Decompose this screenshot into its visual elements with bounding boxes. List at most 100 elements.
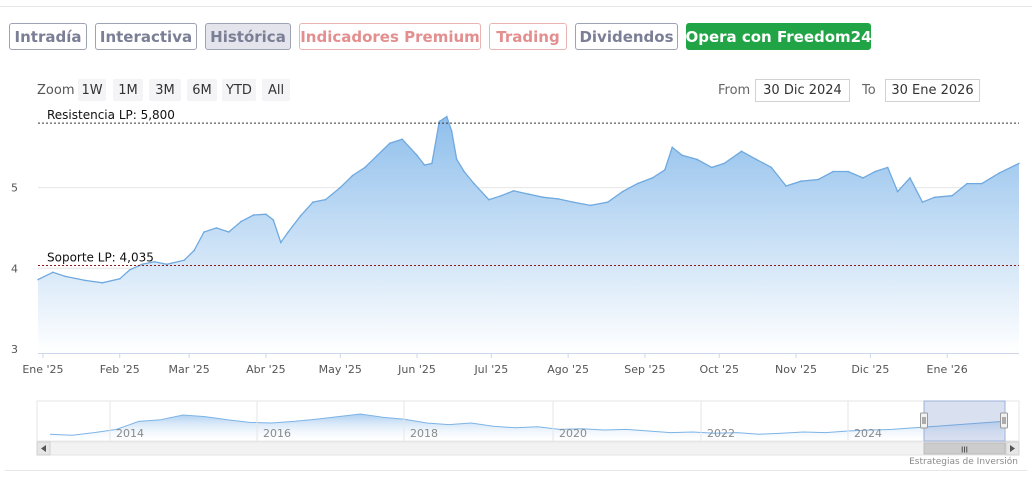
data-point xyxy=(785,185,788,187)
y-tick-label: 5 xyxy=(11,182,18,195)
scrollbar-grip: III xyxy=(961,446,968,455)
data-point xyxy=(770,166,773,169)
y-axis-labels: 3 4 5 xyxy=(11,182,18,356)
data-points xyxy=(37,115,1020,284)
data-point xyxy=(364,166,366,169)
data-point xyxy=(455,158,458,161)
data-point xyxy=(557,198,560,200)
data-point xyxy=(589,204,592,207)
x-tick-label: May '25 xyxy=(319,363,362,376)
from-label: From xyxy=(718,83,751,98)
tab-intradia[interactable]: Intradía xyxy=(9,23,87,50)
data-point xyxy=(287,231,290,233)
data-point xyxy=(572,201,574,204)
x-tick-label: Dic '25 xyxy=(851,363,889,376)
zoom-3m-button[interactable]: 3M xyxy=(149,79,181,101)
tab-indicadores-premium[interactable]: Indicadores Premium xyxy=(299,23,481,50)
data-point xyxy=(450,130,453,133)
data-point xyxy=(272,218,275,221)
data-point xyxy=(215,227,218,229)
data-point xyxy=(64,275,67,278)
data-point xyxy=(740,150,743,153)
navigator-year-label: 2022 xyxy=(707,427,735,440)
data-point xyxy=(951,194,954,197)
data-point xyxy=(401,138,404,141)
x-tick-label: Jul '25 xyxy=(473,363,508,376)
to-date-input[interactable]: 30 Ene 2026 xyxy=(885,79,980,102)
data-point xyxy=(896,190,899,193)
navigator[interactable]: 2014 2016 2018 2020 2022 2024 III xyxy=(36,400,1020,456)
scrollbar-track[interactable] xyxy=(36,441,1020,456)
zoom-1w-button[interactable]: 1W xyxy=(78,79,106,101)
tab-trading[interactable]: Trading xyxy=(489,23,567,50)
level-annotations: Resistencia LP: 5,800 Soporte LP: 4,035 xyxy=(38,108,1019,266)
data-point xyxy=(681,154,683,157)
zoom-ytd-button[interactable]: YTD xyxy=(222,79,256,101)
navigator-year-label: 2016 xyxy=(263,427,291,440)
data-point xyxy=(527,193,530,195)
data-point xyxy=(118,277,121,280)
data-point xyxy=(512,189,515,192)
data-point xyxy=(101,281,104,284)
data-point xyxy=(416,154,418,157)
data-point xyxy=(817,178,820,181)
bottom-divider xyxy=(5,470,1027,471)
resistance-label: Resistencia LP: 5,800 xyxy=(47,108,175,122)
y-tick-label: 4 xyxy=(11,262,18,275)
x-tick-label: Feb '25 xyxy=(100,363,140,376)
data-point xyxy=(339,186,342,189)
navigator-selection[interactable] xyxy=(923,400,1006,442)
to-label: To xyxy=(862,83,876,98)
navigator-right-handle[interactable] xyxy=(1000,412,1008,429)
x-tick-label: Abr '25 xyxy=(246,363,286,376)
data-point xyxy=(696,158,698,161)
tab-historica[interactable]: Histórica xyxy=(205,23,291,50)
data-point xyxy=(800,180,802,183)
navigator-year-label: 2014 xyxy=(116,427,144,440)
data-point xyxy=(324,198,327,201)
freedom24-button[interactable]: Opera con Freedom24 xyxy=(685,23,872,50)
data-point xyxy=(252,214,255,216)
x-tick-label: Nov '25 xyxy=(775,363,817,376)
data-point xyxy=(388,142,391,145)
navigator-year-label: 2020 xyxy=(559,427,587,440)
data-point xyxy=(193,249,195,252)
tab-dividendos[interactable]: Dividendos xyxy=(575,23,678,50)
data-point xyxy=(933,196,936,199)
data-point xyxy=(227,231,230,233)
from-date-input[interactable]: 30 Dic 2024 xyxy=(755,79,850,102)
data-point xyxy=(265,213,267,216)
data-point xyxy=(165,263,168,266)
data-point xyxy=(636,182,639,185)
data-point xyxy=(203,231,205,233)
scrollbar-thumb[interactable] xyxy=(923,442,1006,455)
zoom-6m-button[interactable]: 6M xyxy=(187,79,217,101)
data-point xyxy=(487,198,490,201)
data-point xyxy=(874,170,877,173)
data-point xyxy=(312,201,314,204)
data-point xyxy=(909,177,911,179)
data-point xyxy=(84,279,86,282)
zoom-1m-button[interactable]: 1M xyxy=(113,79,143,101)
data-point xyxy=(651,177,654,179)
zoom-all-button[interactable]: All xyxy=(262,79,290,101)
data-point xyxy=(886,166,889,169)
data-point xyxy=(542,196,545,199)
data-point xyxy=(998,172,1001,174)
data-point xyxy=(37,278,39,281)
data-point xyxy=(51,271,54,274)
tab-interactiva[interactable]: Interactiva xyxy=(95,23,197,50)
data-point xyxy=(279,241,282,244)
data-point xyxy=(671,146,674,149)
navigator-line xyxy=(49,413,1004,436)
data-point xyxy=(832,170,835,173)
x-axis-labels: Ene '25 Feb '25 Mar '25 Abr '25 May '25 Jun '… xyxy=(22,353,1019,376)
y-tick-label: 3 xyxy=(11,343,18,356)
data-point xyxy=(438,120,441,123)
data-point xyxy=(966,182,968,185)
data-point xyxy=(463,170,465,173)
chart-credit: Estrategias de Inversión xyxy=(909,457,1018,467)
navigator-left-handle[interactable] xyxy=(920,412,928,429)
data-point xyxy=(376,154,379,157)
